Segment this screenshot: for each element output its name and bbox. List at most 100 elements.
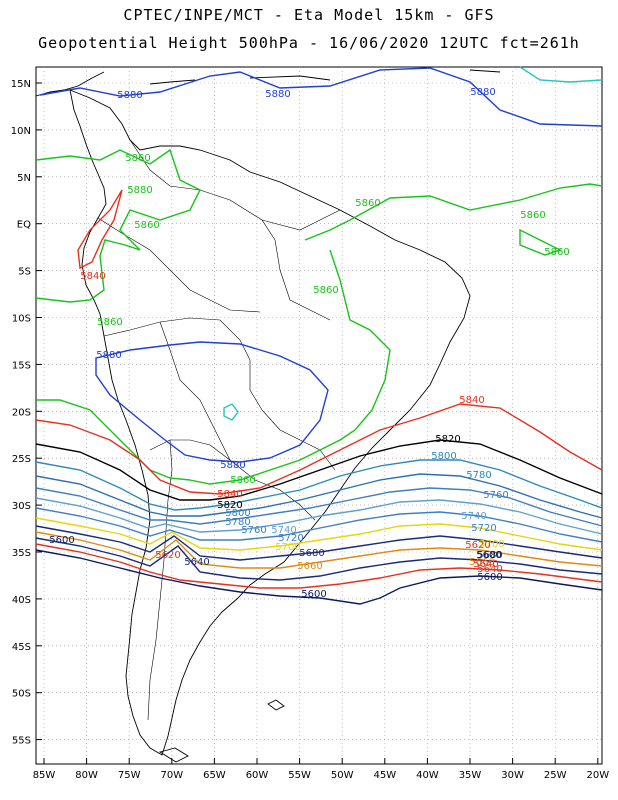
contour-label: 5700 [275,542,300,553]
contour-label: 5880 [127,185,152,196]
contour-label: 5840 [459,395,484,406]
contour-label: 5640 [477,564,502,575]
coastlines [35,69,501,763]
contour-5720 [35,507,603,543]
falklands [267,699,285,711]
central-america-coast [35,71,105,97]
lon-tick-label: 75W [118,770,141,781]
lat-tick-label: EQ [17,220,31,231]
contour-5860-main [189,249,391,485]
lon-tick-label: 40W [416,770,439,781]
lat-tick-label: 30S [12,501,31,512]
lon-tick-label: 30W [501,770,524,781]
lat-tick-label: 15S [12,360,31,371]
contour-label: 5620 [465,540,490,551]
lon-tick-label: 55W [288,770,311,781]
contour-5860-ne-loop [519,228,562,256]
contour-label: 5880 [265,89,290,100]
contour-label: 5880 [117,90,142,101]
contour-labels: 5880 5880 5880 5860 5880 5860 5860 5860 5860 5860… [49,87,569,600]
contour-label: 5740 [461,511,486,522]
contour-5680 [35,525,603,561]
contour-label: 5640 [473,559,498,570]
lat-tick-label: 10N [11,126,31,137]
lat-tick-label: 10S [12,314,31,325]
lat-tick-label: 20S [12,407,31,418]
lon-tick-label: 80W [75,770,98,781]
contour-5800 [35,459,603,511]
lon-tick-label: 65W [203,770,226,781]
contour-5900-small-loop [223,403,239,421]
contour-label: 5780 [466,470,491,481]
contour-lines [35,66,603,605]
contour-label: 5700 [479,539,504,550]
contour-5840 [35,403,603,495]
lon-tick-label: 35W [459,770,482,781]
contour-5760 [35,487,603,527]
contour-label: 5840 [217,489,242,500]
contour-label: 5860 [134,220,159,231]
contour-5740 [35,497,603,535]
contour-5660 [35,531,603,569]
contour-5880-ne [519,66,603,83]
contour-label: 5680 [299,548,324,559]
lat-tick-label: 35S [12,548,31,559]
lat-tick-label: 5N [17,173,31,184]
contour-label: 5860 [125,153,150,164]
lon-tick-label: 60W [246,770,269,781]
lon-tick-label: 25W [544,770,567,781]
contour-5700 [35,517,603,551]
lat-tick-label: 45S [12,642,31,653]
contour-label: 5740 [271,525,296,536]
contour-label: 5820 [435,434,460,445]
lat-tick-label: 55S [12,736,31,747]
contour-label: 5760 [241,525,266,536]
lon-tick-label: 20W [586,770,609,781]
lon-tick-label: 50W [331,770,354,781]
contour-label: 5600 [476,550,501,561]
contour-label: 5600 [477,572,502,583]
longitude-axis: 85W 80W 75W 70W 65W 60W 55W 50W 45W 40W 35W 30W 25W 2… [33,758,609,781]
contour-label: 5860 [520,210,545,221]
caribbean-islands [149,69,501,85]
south-america-coastline [69,89,471,756]
contour-label: 5860 [230,475,255,486]
contour-label: 5760 [483,490,508,501]
contour-label: 5720 [278,533,303,544]
contour-label: 5820 [217,500,242,511]
contour-5880-center [95,341,329,463]
contour-label: 5860 [313,285,338,296]
contour-label: 5880 [96,350,121,361]
contour-label: 5860 [97,317,122,328]
contour-label: 5800 [225,508,250,519]
contour-5860-north [35,148,201,303]
lat-tick-label: 40S [12,595,31,606]
contour-5860-west [36,399,191,481]
contour-5600 [35,549,603,605]
contour-label: 5660 [469,557,494,568]
contour-5840-loop-west [77,189,123,270]
contour-label: 5600 [49,535,74,546]
contour-5820 [35,439,603,501]
contour-label: 5680 [477,550,502,561]
contour-label: 5600 [301,589,326,600]
contour-label: 5640 [184,557,209,568]
lon-tick-label: 85W [33,770,56,781]
lat-tick-label: 25S [12,454,31,465]
latitude-axis: 15N 10N 5N EQ 5S 10S 15S 20S 25S 30S 35S 40S 45S 50S 5… [11,79,42,747]
map-title: CPTEC/INPE/MCT - Eta Model 15km - GFS [123,6,495,24]
tierra-del-fuego [158,747,189,763]
contour-label: 5880 [220,460,245,471]
lon-tick-label: 70W [160,770,183,781]
contour-label: 5860 [355,198,380,209]
contour-label: 5720 [471,523,496,534]
contour-5860-east [304,183,603,241]
lat-tick-label: 50S [12,689,31,700]
map-subtitle: Geopotential Height 500hPa - 16/06/2020 … [38,34,580,52]
contour-label: 5620 [155,550,180,561]
lon-tick-label: 45W [373,770,396,781]
contour-label: 5780 [225,517,250,528]
contour-5780 [35,473,603,519]
lat-tick-label: 5S [18,267,31,278]
